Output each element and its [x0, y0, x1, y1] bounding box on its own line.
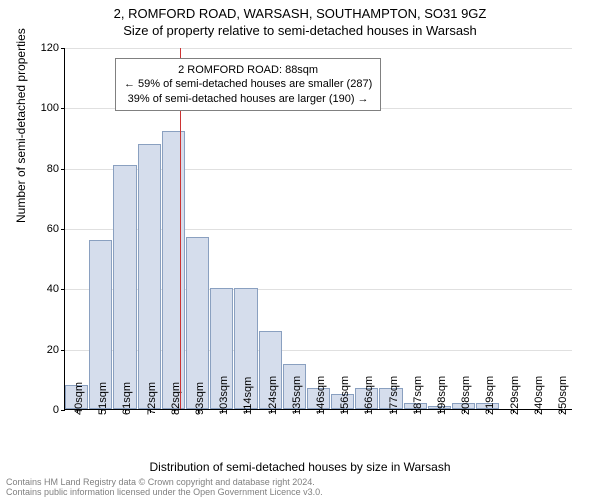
title-line-1: 2, ROMFORD ROAD, WARSASH, SOUTHAMPTON, S…	[0, 6, 600, 21]
x-tick-label: 93sqm	[194, 382, 206, 415]
x-tick-label: 187sqm	[412, 376, 424, 415]
x-tick-label: 72sqm	[146, 382, 158, 415]
y-tick-label: 60	[47, 223, 65, 235]
x-tick-label: 250sqm	[557, 376, 569, 415]
x-tick-label: 114sqm	[242, 377, 254, 415]
x-tick-label: 156sqm	[339, 376, 351, 415]
x-tick-label: 177sqm	[388, 376, 400, 415]
annotation-line-2: ← 59% of semi-detached houses are smalle…	[124, 77, 372, 91]
histogram-bar	[162, 131, 185, 409]
y-tick-label: 20	[47, 344, 65, 356]
annotation-line-1: 2 ROMFORD ROAD: 88sqm	[124, 63, 372, 77]
footer-attribution: Contains HM Land Registry data © Crown c…	[6, 478, 323, 498]
title-line-2: Size of property relative to semi-detach…	[0, 23, 600, 38]
histogram-chart: 02040608010012040sqm51sqm61sqm72sqm82sqm…	[64, 48, 572, 410]
x-tick-label: 240sqm	[533, 376, 545, 415]
x-tick-label: 229sqm	[509, 376, 521, 415]
y-tick-label: 80	[47, 163, 65, 175]
x-tick-label: 208sqm	[460, 376, 472, 415]
footer-line-2: Contains public information licensed und…	[6, 488, 323, 498]
x-tick-label: 219sqm	[484, 376, 496, 415]
x-tick-label: 61sqm	[121, 382, 133, 415]
y-tick-label: 120	[41, 42, 65, 54]
histogram-bar	[113, 165, 136, 409]
y-tick-label: 0	[53, 404, 65, 416]
annotation-line-3: 39% of semi-detached houses are larger (…	[124, 92, 372, 106]
y-tick-label: 100	[41, 102, 65, 114]
chart-title-block: 2, ROMFORD ROAD, WARSASH, SOUTHAMPTON, S…	[0, 0, 600, 38]
gridline	[65, 48, 572, 49]
x-axis-label: Distribution of semi-detached houses by …	[0, 460, 600, 474]
x-tick-label: 124sqm	[267, 376, 279, 415]
annotation-box: 2 ROMFORD ROAD: 88sqm ← 59% of semi-deta…	[115, 58, 381, 111]
x-tick-label: 135sqm	[291, 376, 303, 415]
histogram-bar	[138, 144, 161, 409]
y-tick-label: 40	[47, 283, 65, 295]
x-tick-label: 198sqm	[436, 376, 448, 415]
x-tick-label: 40sqm	[73, 382, 85, 415]
x-tick-label: 166sqm	[363, 376, 375, 415]
y-axis-label: Number of semi-detached properties	[14, 28, 28, 223]
x-tick-label: 103sqm	[218, 376, 230, 415]
x-tick-label: 51sqm	[97, 382, 109, 415]
x-tick-label: 146sqm	[315, 376, 327, 415]
